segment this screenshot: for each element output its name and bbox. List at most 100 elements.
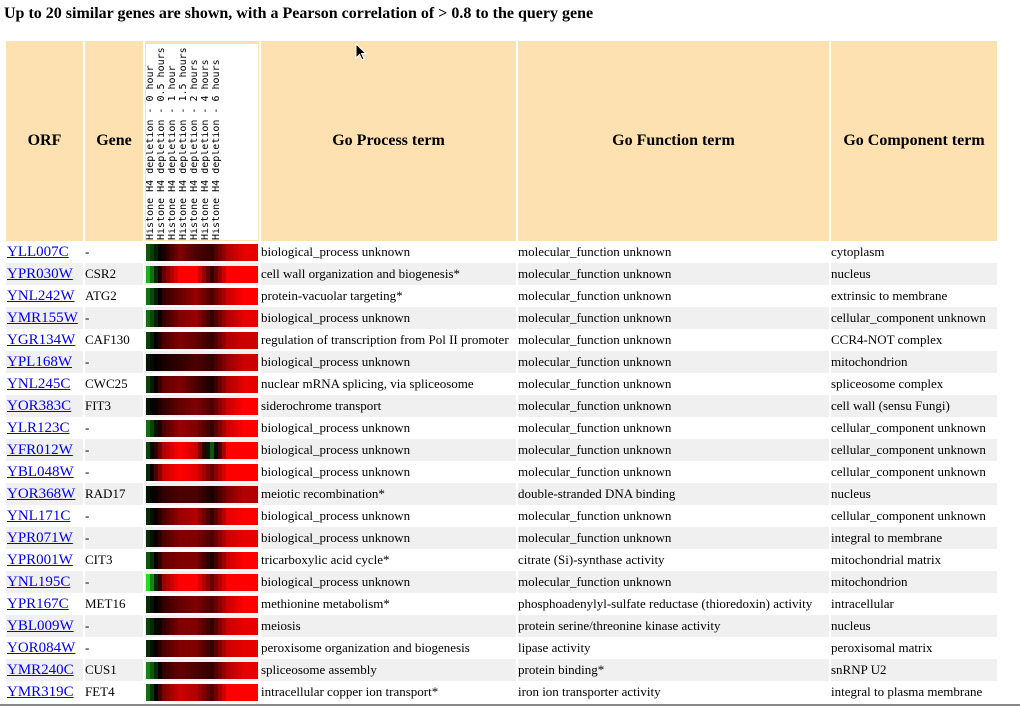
heatmap-segment (254, 309, 258, 327)
heatmap-segment (174, 683, 178, 701)
heatmap-segment (214, 507, 218, 525)
expression-heatmap-cell (145, 439, 259, 461)
heatmap-segment (166, 529, 170, 547)
orf-link[interactable]: YBL009W (7, 617, 74, 634)
orf-link[interactable]: YMR240C (7, 661, 74, 678)
heatmap-segment (178, 419, 182, 437)
heatmap-segment (186, 353, 190, 371)
heatmap-segment (218, 375, 222, 393)
gene-cell: - (85, 615, 143, 637)
heatmap-segment (154, 353, 158, 371)
heatmap-segment (234, 419, 238, 437)
heatmap-segment (186, 287, 190, 305)
heatmap-segment (230, 661, 234, 679)
heatmap-segment (214, 485, 218, 503)
heatmap-segment (222, 397, 226, 415)
orf-link[interactable]: YPR001W (7, 551, 73, 568)
orf-link[interactable]: YMR319C (7, 683, 74, 700)
heatmap-segment (222, 353, 226, 371)
heatmap-segment (182, 683, 186, 701)
heatmap-segment (182, 507, 186, 525)
heatmap-segment (238, 419, 242, 437)
heatmap-segment (190, 617, 194, 635)
orf-link[interactable]: YNL171C (7, 507, 71, 524)
heatmap-segment (150, 353, 154, 371)
expression-heatmap-cell (145, 527, 259, 549)
heatmap-segment (246, 287, 250, 305)
heatmap-segment (234, 529, 238, 547)
heatmap-segment (170, 397, 174, 415)
heatmap-segment (250, 507, 254, 525)
orf-link[interactable]: YLR123C (7, 419, 70, 436)
heatmap-segment (226, 639, 230, 657)
heatmap-segment (190, 419, 194, 437)
orf-link[interactable]: YGR134W (7, 331, 76, 348)
heatmap-segment (194, 485, 198, 503)
orf-link[interactable]: YNL195C (7, 573, 71, 590)
heatmap-segment (178, 331, 182, 349)
heatmap-segment (254, 441, 258, 459)
orf-link[interactable]: YOR383C (7, 397, 72, 414)
gene-cell: - (85, 244, 90, 259)
orf-link[interactable]: YNL242W (7, 287, 75, 304)
heatmap-segment (210, 683, 214, 701)
orf-link[interactable]: YPR071W (7, 529, 73, 546)
orf-link[interactable]: YOR084W (7, 639, 76, 656)
orf-link[interactable]: YNL245C (7, 375, 71, 392)
heatmap-segment (190, 331, 194, 349)
heatmap-segment (254, 353, 258, 371)
orf-link[interactable]: YPR030W (7, 265, 73, 282)
heatmap-segment (238, 683, 242, 701)
heatmap-segment (166, 595, 170, 613)
orf-link[interactable]: YOR368W (7, 485, 76, 502)
heatmap-segment (242, 309, 246, 327)
heatmap-segment (198, 375, 202, 393)
orf-link[interactable]: YMR155W (7, 309, 78, 326)
heatmap-segment (250, 661, 254, 679)
heatmap-segment (166, 397, 170, 415)
orf-link[interactable]: YBL048W (7, 463, 74, 480)
heatmap-segment (158, 309, 162, 327)
expression-heatmap (146, 397, 258, 415)
heatmap-segment (174, 441, 178, 459)
heatmap-segment (182, 419, 186, 437)
heatmap-segment (218, 441, 222, 459)
heatmap-segment (202, 353, 206, 371)
heatmap-segment (198, 595, 202, 613)
heatmap-segment (222, 507, 226, 525)
expression-heatmap (146, 595, 258, 613)
heatmap-segment (170, 375, 174, 393)
heatmap-segment (226, 331, 230, 349)
heatmap-segment (254, 331, 258, 349)
heatmap-segment (202, 243, 206, 261)
heatmap-segment (190, 485, 194, 503)
gene-cell: - (85, 640, 90, 655)
heatmap-segment (170, 287, 174, 305)
heatmap-segment (206, 397, 210, 415)
heatmap-segment (150, 375, 154, 393)
heatmap-segment (146, 265, 150, 283)
heatmap-segment (178, 529, 182, 547)
heatmap-segment (194, 309, 198, 327)
heatmap-segment (158, 595, 162, 613)
orf-link[interactable]: YFR012W (7, 441, 73, 458)
heatmap-segment (166, 507, 170, 525)
heatmap-segment (166, 441, 170, 459)
heatmap-segment (158, 419, 162, 437)
heatmap-segment (150, 639, 154, 657)
heatmap-segment (206, 265, 210, 283)
orf-link[interactable]: YPR167C (7, 595, 69, 612)
table-row: YNL242W ATG2 protein-vacuolar targeting* mo… (6, 285, 997, 307)
heatmap-segment (158, 331, 162, 349)
heatmap-segment (170, 551, 174, 569)
heatmap-segment (174, 463, 178, 481)
heatmap-segment (170, 265, 174, 283)
heatmap-segment (222, 573, 226, 591)
expression-heatmap (146, 507, 258, 525)
heatmap-segment (182, 661, 186, 679)
orf-link[interactable]: YPL168W (7, 353, 72, 370)
orf-link[interactable]: YLL007C (7, 243, 69, 260)
heatmap-segment (174, 639, 178, 657)
expression-heatmap (146, 287, 258, 305)
expression-heatmap-cell (145, 659, 259, 681)
